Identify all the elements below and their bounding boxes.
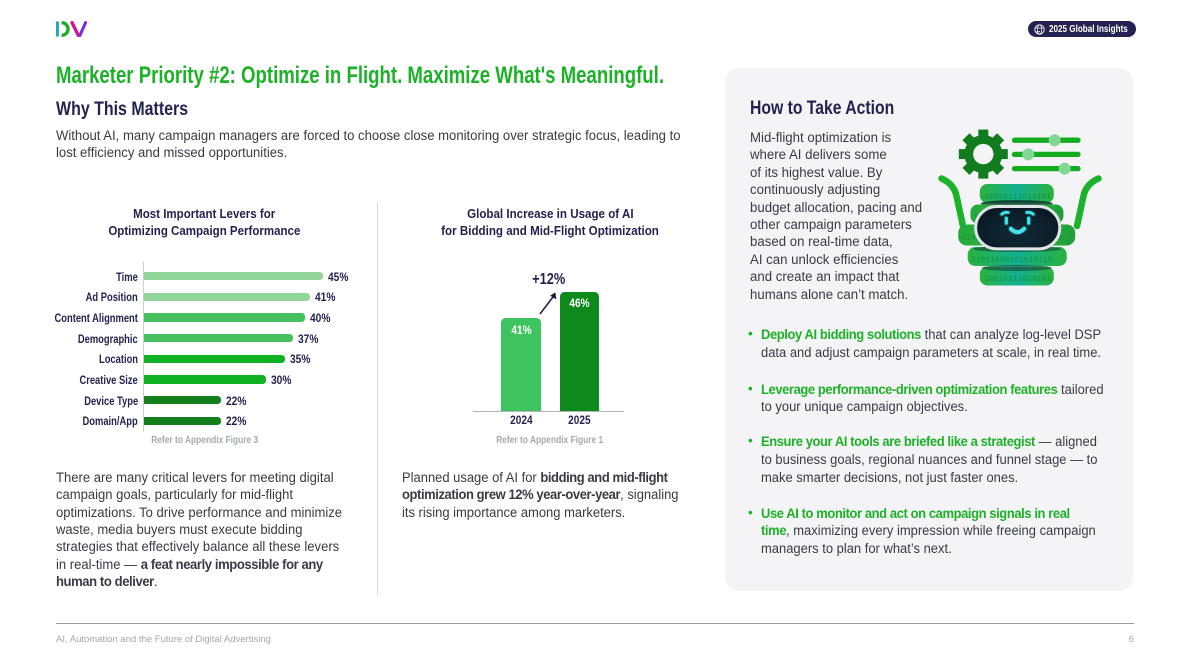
- svg-text:10010111010101: 10010111010101: [984, 275, 1051, 284]
- svg-text:01011000101010110: 01011000101010110: [971, 256, 1053, 265]
- svg-text:10010111010101: 10010111010101: [984, 193, 1051, 202]
